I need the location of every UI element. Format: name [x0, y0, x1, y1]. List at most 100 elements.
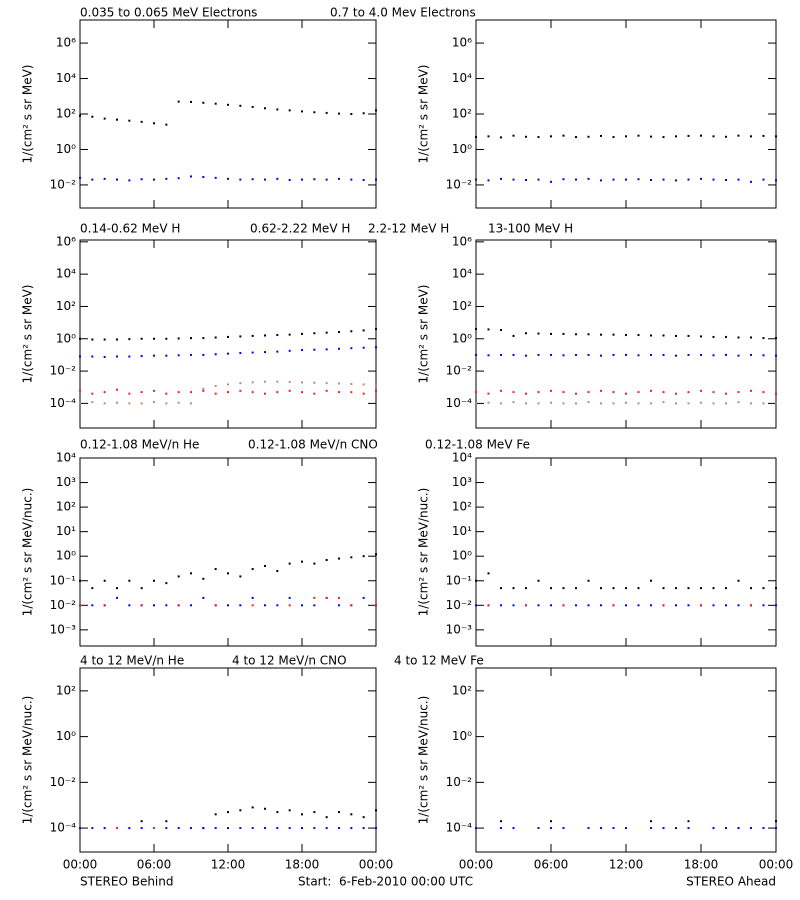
plot-frame [79, 457, 377, 647]
data-point [325, 559, 328, 562]
x-tick-label: 06:00 [137, 858, 172, 872]
data-point [737, 354, 740, 357]
y-axis-label: 1/(cm² s sr MeV) [417, 65, 431, 164]
data-point [687, 134, 690, 137]
data-point [362, 346, 365, 349]
data-point [675, 135, 677, 138]
data-point [775, 337, 777, 340]
data-point [775, 820, 777, 823]
data-point [375, 827, 377, 830]
data-point [700, 335, 702, 338]
data-point [500, 136, 502, 139]
y-tick-label: 10² [452, 299, 472, 313]
data-point [537, 402, 540, 405]
data-point [750, 180, 752, 183]
data-point [128, 119, 131, 122]
legend-label: 0.7 to 4.0 Mev Electrons [330, 6, 476, 20]
data-point [202, 827, 205, 830]
data-point [177, 100, 180, 103]
data-point [762, 354, 765, 357]
data-point [288, 562, 291, 565]
data-point [264, 178, 266, 181]
data-point [550, 180, 552, 183]
data-point [153, 827, 155, 830]
data-point [227, 604, 229, 607]
data-point [214, 392, 217, 395]
data-point [512, 391, 515, 394]
data-point [325, 816, 328, 819]
data-point [475, 178, 477, 181]
data-point [325, 382, 328, 385]
data-point [700, 389, 702, 392]
x-tick-label: 00:00 [759, 858, 794, 872]
data-point [177, 391, 180, 394]
data-point [79, 402, 81, 405]
data-point [264, 107, 266, 110]
y-tick-label: 10² [452, 500, 472, 514]
data-point [537, 178, 540, 181]
data-point [587, 333, 590, 336]
data-point [325, 111, 328, 114]
data-point [662, 136, 665, 139]
x-tick-label: 12:00 [609, 858, 644, 872]
data-point [375, 109, 377, 112]
data-point [725, 827, 727, 830]
data-point [537, 827, 540, 830]
data-point [687, 402, 690, 405]
y-axis-label: 1/(cm² s sr MeV) [21, 285, 35, 384]
data-point [500, 587, 502, 590]
data-point [116, 178, 118, 181]
data-point [251, 568, 254, 571]
data-point [214, 384, 217, 387]
data-point [227, 572, 229, 575]
y-tick-label: 10⁻¹ [50, 573, 77, 587]
data-point [362, 816, 365, 819]
data-point [625, 587, 627, 590]
data-point [140, 178, 143, 181]
data-point [612, 391, 615, 394]
data-point [338, 604, 340, 607]
data-point [325, 348, 328, 351]
data-point [350, 330, 353, 333]
data-point [500, 604, 502, 607]
data-point [362, 329, 365, 332]
data-point [301, 381, 303, 384]
data-point [214, 813, 217, 816]
data-point [612, 136, 615, 139]
data-point [562, 354, 565, 357]
data-point [675, 587, 677, 590]
data-point [103, 338, 106, 341]
data-point [190, 402, 192, 405]
y-tick-label: 10⁰ [452, 549, 472, 563]
data-point [675, 179, 677, 182]
data-point [675, 402, 677, 405]
plot-frame [79, 667, 377, 853]
data-point [675, 334, 677, 337]
data-point [301, 349, 303, 352]
data-point [362, 555, 365, 558]
data-point [177, 177, 180, 180]
data-point [650, 604, 652, 607]
data-point [128, 392, 131, 395]
data-point [350, 604, 353, 607]
data-point [500, 177, 502, 180]
data-point [600, 827, 602, 830]
legend-label: 13-100 MeV H [488, 222, 573, 236]
data-point [487, 179, 490, 182]
data-point [487, 354, 490, 357]
x-tick-label: 00:00 [63, 858, 98, 872]
data-point [350, 813, 353, 816]
data-point [487, 328, 490, 331]
y-tick-label: 10⁻³ [50, 622, 77, 636]
data-point [239, 604, 242, 607]
data-point [737, 827, 740, 830]
data-point [525, 178, 527, 181]
data-point [338, 347, 340, 350]
y-tick-label: 10⁻⁴ [50, 821, 77, 835]
y-tick-label: 10² [56, 500, 76, 514]
y-tick-label: 10⁶ [56, 234, 76, 248]
data-point [762, 178, 765, 181]
data-point [140, 120, 143, 123]
x-tick-label: 00:00 [459, 858, 494, 872]
data-point [153, 178, 155, 181]
